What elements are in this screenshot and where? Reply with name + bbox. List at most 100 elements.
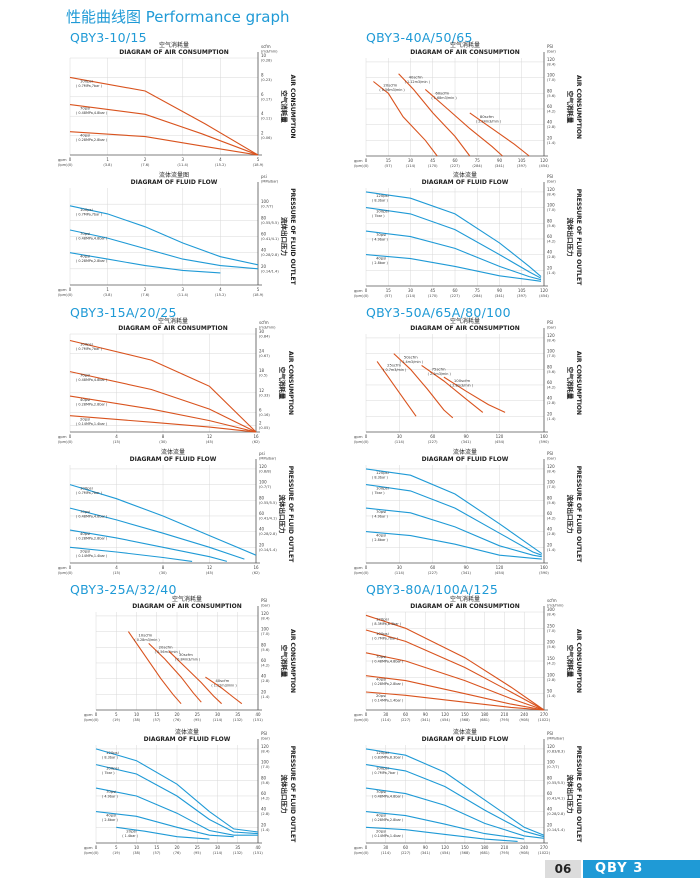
x-tick-label-metric: (341) <box>420 851 430 855</box>
y-tick-label: 60 <box>547 104 553 109</box>
y-tick-label-metric: (0.7/7) <box>259 485 272 489</box>
chart-title: 流体流量 <box>161 448 185 456</box>
series-label: 100psi <box>376 209 389 214</box>
model-title-1: QBY3-10/15 <box>70 30 147 45</box>
series-note: ( 0.7m3/min ) <box>383 368 407 372</box>
series-label: 40psi <box>106 813 116 818</box>
model-title-2: QBY3-40A/50/65 <box>366 30 473 45</box>
x-tick-label-metric: (151) <box>253 851 263 855</box>
x-tick-label-metric: (38) <box>133 851 141 855</box>
y-unit-label: scfm <box>261 44 271 49</box>
x-tick-label-metric: (170) <box>428 294 438 298</box>
x-unit-label-metric: (lpm) <box>58 293 68 297</box>
series-line <box>365 531 542 560</box>
series-label: 70psi <box>80 373 90 378</box>
series-label: 100scfm <box>454 378 471 383</box>
y-unit-label-metric: (m3/min) <box>259 326 276 330</box>
x-tick-label-metric: (284) <box>472 164 482 168</box>
chart-subtitle: DIAGRAM OF FLUID FLOW <box>131 179 218 186</box>
x-tick-label-metric: (0) <box>93 718 99 722</box>
y-tick-label: 120 <box>261 611 269 616</box>
y-tick-label-metric: (0.28) <box>261 59 272 63</box>
x-tick-label-metric: (0) <box>363 294 369 298</box>
x-tick-label-metric: (0) <box>67 571 73 575</box>
y-tick-label-metric: (0.84) <box>259 335 270 339</box>
x-tick-label-metric: (341) <box>461 571 471 575</box>
y-tick-label-metric: (2.8) <box>547 401 556 405</box>
x-tick-label: 0 <box>95 712 98 717</box>
series-note: ( 0.48MPa,4.8bar ) <box>372 659 404 663</box>
y-tick-label: 80 <box>547 775 553 780</box>
series-line <box>365 230 542 281</box>
series-line <box>69 546 193 562</box>
series-label: 100psi <box>376 486 389 491</box>
series-note: ( 0.56m3/min ) <box>155 650 181 654</box>
series-label: 100psi <box>80 207 93 212</box>
x-tick-label: 105 <box>518 158 526 163</box>
x-tick-label: 120 <box>496 565 504 570</box>
x-tick-label: 5 <box>115 712 118 717</box>
y-unit-label-metric: (bar) <box>547 50 556 54</box>
y-tick-label-metric: (2.8) <box>547 125 556 129</box>
side-label-en: PRESSURE OF FLUID OUTLET <box>575 189 582 286</box>
chart-subtitle: DIAGRAM OF FLUID FLOW <box>422 736 509 743</box>
series-note: ( 1.4bar ) <box>122 834 138 838</box>
series-line <box>424 88 503 157</box>
chart-title: 流体流量 <box>175 728 199 736</box>
y-tick-label: 20 <box>547 542 553 547</box>
y-tick-label-metric: (7.0) <box>547 208 556 212</box>
x-tick-label: 0 <box>365 434 368 439</box>
x-tick-label-metric: (0) <box>67 293 73 297</box>
x-tick-label: 30 <box>397 434 403 439</box>
x-tick-label-metric: (0) <box>67 440 73 444</box>
y-tick-label-metric: (0.7/7) <box>261 205 274 209</box>
series-label: 40psi <box>80 397 90 402</box>
y-tick-label: 120 <box>547 464 555 469</box>
y-tick-label: 20 <box>259 542 265 547</box>
chart-subtitle: DIAGRAM OF AIR CONSUMPTION <box>132 603 242 610</box>
x-tick-label-metric: (454) <box>495 440 505 444</box>
chart-subtitle: DIAGRAM OF AIR CONSUMPTION <box>118 325 228 332</box>
x-tick-label-metric: (30) <box>159 571 167 575</box>
y-tick-label: 100 <box>547 672 555 677</box>
series-note: ( 0.7MPa,7bar ) <box>372 771 399 775</box>
x-tick-label: 4 <box>115 434 118 439</box>
x-tick-label: 30 <box>383 845 389 850</box>
x-tick-label-metric: (11.4) <box>177 293 188 297</box>
series-note: ( 1.12m3/min ) <box>211 684 237 688</box>
x-tick-label: 120 <box>540 158 548 163</box>
series-line <box>365 614 545 711</box>
x-tick-label-metric: (1022) <box>538 718 551 722</box>
model-title-5: QBY3-25A/32/40 <box>70 582 177 597</box>
x-tick-label-metric: (0) <box>363 851 369 855</box>
x-unit-label-metric: (lpm) <box>84 851 94 855</box>
y-unit-label-metric: (MPa/bar) <box>259 457 277 461</box>
series-note: ( 0.7MPa,7bar ) <box>76 212 103 216</box>
series-note: ( 1.4m3/min ) <box>400 360 424 364</box>
side-label-cn: 空气消耗量 <box>566 91 575 124</box>
x-tick-label-metric: (114) <box>395 571 405 575</box>
side-label-cn: 流体出口压力 <box>566 775 575 815</box>
x-tick-label-metric: (114) <box>406 164 416 168</box>
series-note: ( 7bar ) <box>372 491 385 495</box>
series-label: 10scfm <box>138 633 152 638</box>
x-unit-label-metric: (lpm) <box>58 571 68 575</box>
side-label-en: PRESSURE OF FLUID OUTLET <box>289 746 296 843</box>
side-label-cn: 流体出口压力 <box>280 217 289 257</box>
y-tick-label-metric: (0.67) <box>259 354 270 358</box>
series-label: 100psi <box>106 766 119 771</box>
y-tick-label-metric: (4.2) <box>547 385 556 389</box>
y-unit-label-metric: (bar) <box>261 604 270 608</box>
x-tick-label: 15 <box>386 288 392 293</box>
y-unit-label: PSI <box>261 731 267 736</box>
y-tick-label-metric: (4.2) <box>261 796 270 800</box>
y-unit-label: PSI <box>547 320 553 325</box>
series-label: 40psi <box>376 256 386 261</box>
side-label-en: PRESSURE OF FLUID OUTLET <box>289 188 296 285</box>
x-tick-label: 120 <box>496 434 504 439</box>
series-note: ( 0.56m3/min ) <box>379 88 405 92</box>
series-label: 100psi <box>376 631 389 636</box>
